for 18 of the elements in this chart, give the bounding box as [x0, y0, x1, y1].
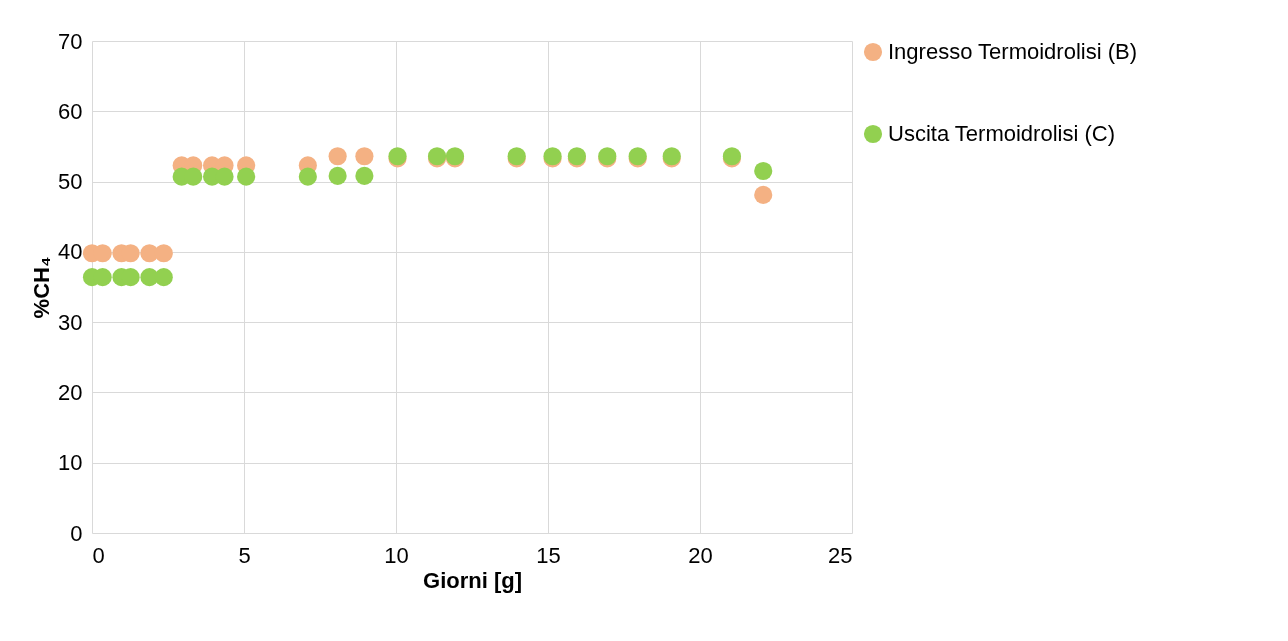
x-axis-title: Giorni [g] [423, 567, 522, 593]
legend-label: Ingresso Termoidrolisi (B) [888, 39, 1138, 64]
y-tick-label: 40 [58, 239, 83, 265]
legend-label: Uscita Termoidrolisi (C) [888, 121, 1115, 146]
y-tick-label: 10 [58, 450, 83, 476]
x-tick-label: 0 [92, 542, 105, 568]
y-tick-label: 20 [58, 379, 83, 405]
y-tick-label: 50 [58, 169, 83, 195]
y-tick-label: 30 [58, 309, 83, 335]
y-tick-label: 0 [70, 520, 83, 546]
y-axis-title: %CH₄ [29, 256, 55, 319]
x-tick-label: 5 [238, 542, 251, 568]
x-tick-label: 25 [828, 542, 853, 568]
x-tick-label: 10 [384, 542, 409, 568]
y-tick-label: 70 [58, 28, 83, 54]
y-tick-label: 60 [58, 98, 83, 124]
x-tick-label: 20 [688, 542, 713, 568]
x-tick-label: 15 [536, 542, 561, 568]
